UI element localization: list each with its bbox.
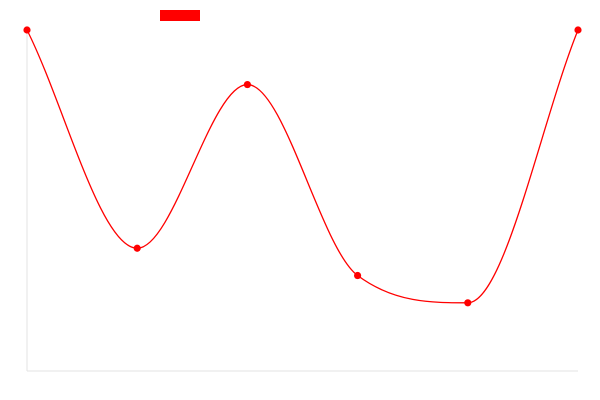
data-point-5[interactable] [464,299,472,307]
data-point-6[interactable] [574,26,582,34]
plot-area [23,26,582,372]
data-point-1[interactable] [23,26,31,34]
legend[interactable] [160,10,200,21]
series-line-1 [26,29,579,304]
legend-swatch-series-1[interactable] [160,10,200,21]
data-point-4[interactable] [354,271,362,280]
series-layer [23,26,582,307]
data-point-2[interactable] [133,244,141,252]
data-point-3[interactable] [243,80,251,89]
